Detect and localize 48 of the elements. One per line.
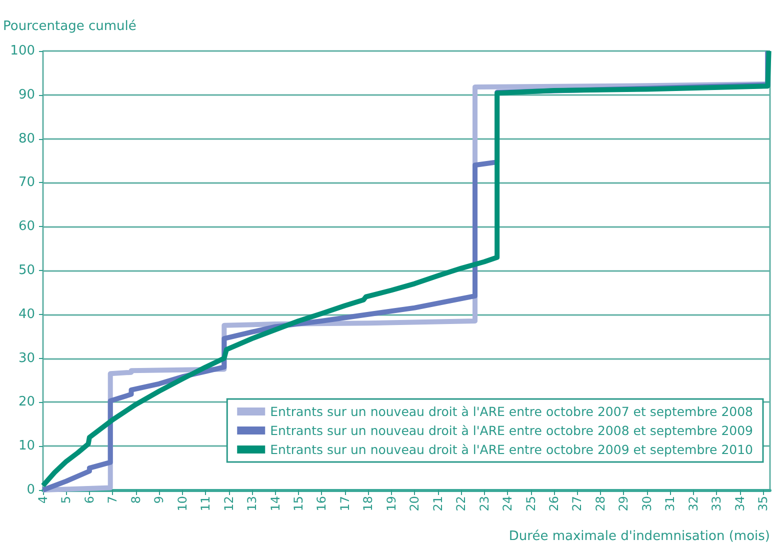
x-tick-label: 14	[268, 496, 282, 512]
x-tick-label: 13	[245, 496, 260, 512]
x-tick-label: 28	[593, 496, 608, 512]
x-tick-label: 12	[222, 496, 236, 512]
y-tick-label: 10	[18, 438, 35, 454]
y-tick-label: 70	[18, 175, 35, 190]
x-tick-label: 34	[732, 496, 747, 512]
x-tick-label: 18	[361, 496, 376, 512]
x-tick-label: 8	[128, 496, 143, 504]
x-tick-label: 31	[663, 496, 678, 512]
y-tick-label: 20	[18, 394, 35, 410]
x-tick-label: 32	[686, 496, 700, 512]
legend-label: Entrants sur un nouveau droit à l'ARE entre octobre 2008 et septembre 2009	[270, 423, 754, 438]
x-tick-label: 30	[640, 496, 654, 512]
y-tick-label: 0	[26, 482, 35, 498]
x-tick-label: 10	[175, 496, 190, 512]
x-tick-label: 29	[616, 496, 631, 512]
x-tick-label: 16	[314, 496, 329, 512]
x-tick-label: 33	[710, 496, 724, 512]
x-tick-label: 21	[430, 496, 445, 512]
x-tick-label: 9	[152, 496, 166, 504]
x-tick-label: 19	[384, 496, 398, 512]
x-tick-label: 22	[454, 496, 468, 512]
x-tick-label: 24	[500, 496, 515, 512]
x-tick-label: 17	[338, 496, 352, 512]
x-axis-title: Durée maximale d'indemnisation (mois)	[508, 529, 770, 544]
x-tick-label: 23	[477, 496, 492, 512]
y-tick-label: 50	[18, 263, 35, 278]
x-tick-label: 4	[36, 496, 50, 504]
y-tick-label: 40	[18, 306, 35, 322]
y-tick-label: 90	[18, 87, 35, 102]
x-tick-label: 25	[524, 496, 538, 512]
y-tick-label: 80	[18, 131, 35, 146]
y-tick-label: 30	[18, 350, 35, 366]
x-tick-label: 11	[198, 496, 213, 512]
y-axis-title: Pourcentage cumulé	[3, 19, 136, 34]
legend-label: Entrants sur un nouveau droit à l'ARE entre octobre 2007 et septembre 2008	[270, 404, 754, 419]
x-tick-label: 5	[59, 496, 74, 504]
x-tick-label: 6	[82, 496, 96, 504]
y-tick-label: 60	[18, 219, 35, 234]
x-tick-label: 15	[291, 496, 306, 512]
x-tick-label: 35	[756, 496, 770, 512]
x-tick-label: 26	[546, 496, 561, 512]
x-tick-label: 7	[106, 496, 120, 504]
legend-label: Entrants sur un nouveau droit à l'ARE entre octobre 2009 et septembre 2010	[270, 442, 754, 457]
x-tick-label: 20	[408, 496, 422, 512]
y-tick-label: 100	[10, 44, 35, 58]
x-tick-label: 27	[570, 496, 584, 512]
